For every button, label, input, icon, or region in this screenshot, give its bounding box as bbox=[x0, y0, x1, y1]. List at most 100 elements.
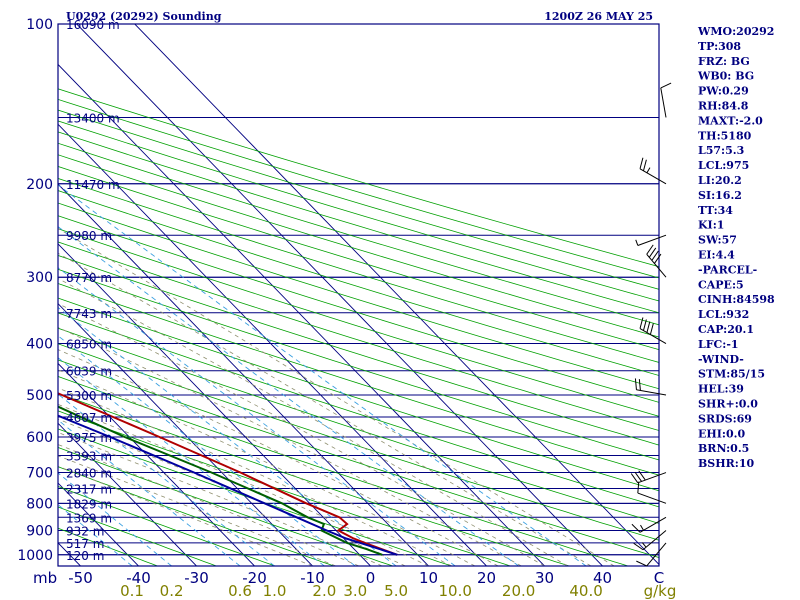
isotherm bbox=[58, 63, 545, 566]
wind-barb bbox=[636, 542, 667, 567]
pressure-tick-label: 800 bbox=[26, 496, 53, 512]
dry-adiabat bbox=[58, 131, 659, 314]
moist-adiabat bbox=[58, 278, 568, 566]
dry-adiabat bbox=[58, 255, 659, 446]
index-entry: SHR+:0.0 bbox=[698, 398, 758, 411]
wind-barbs bbox=[630, 82, 672, 567]
pressure-tick-label: 900 bbox=[26, 523, 53, 539]
index-entry: SI:16.2 bbox=[698, 189, 742, 202]
height-label: 6039 m bbox=[66, 365, 112, 379]
temperature-tick-label: 20 bbox=[477, 569, 496, 587]
index-entry: RH:84.8 bbox=[698, 100, 749, 113]
index-entry: CAPE:5 bbox=[698, 278, 744, 291]
mixing-ratio-line bbox=[58, 226, 519, 566]
mixing-ratio-line bbox=[58, 419, 241, 566]
pressure-tick-label: 1000 bbox=[17, 548, 53, 564]
height-label: 1829 m bbox=[66, 497, 112, 511]
sounding-traces bbox=[58, 392, 398, 556]
wind-barb bbox=[631, 516, 667, 533]
dry-adiabat bbox=[58, 312, 659, 508]
dry-adiabat bbox=[58, 241, 659, 431]
index-entry: CINH:84598 bbox=[698, 293, 775, 306]
dry-adiabat bbox=[58, 215, 659, 403]
height-label: 9980 m bbox=[66, 229, 112, 243]
height-label: 932 m bbox=[66, 524, 104, 538]
pressure-tick-label: 500 bbox=[26, 388, 53, 404]
wind-barb bbox=[639, 317, 667, 344]
index-entry: BRN:0.5 bbox=[698, 442, 749, 455]
mixing-ratio-line bbox=[58, 306, 397, 566]
dry-adiabat bbox=[58, 485, 276, 566]
height-label: 517 m bbox=[66, 537, 104, 551]
valid-time: 1200Z 26 MAY 25 bbox=[544, 10, 653, 23]
height-label: 8770 m bbox=[66, 271, 112, 285]
wind-barb bbox=[630, 470, 667, 484]
dry-adiabat bbox=[58, 506, 217, 566]
height-label: 4607 m bbox=[66, 411, 112, 425]
mixing-ratio-label: 0.2 bbox=[160, 582, 184, 600]
index-entry: BSHR:10 bbox=[698, 457, 754, 470]
index-entry: WMO:20292 bbox=[697, 25, 774, 38]
wind-barb bbox=[634, 378, 667, 396]
pressure-tick-label: 300 bbox=[26, 270, 53, 286]
moist-adiabat bbox=[58, 465, 313, 566]
mixing-ratio-label: 1.0 bbox=[263, 582, 287, 600]
height-label: 11470 m bbox=[66, 178, 120, 192]
wind-barb bbox=[635, 234, 667, 246]
index-entry: KI:1 bbox=[698, 219, 724, 232]
index-entry: TP:308 bbox=[698, 40, 741, 53]
mixing-ratio-line bbox=[58, 393, 275, 566]
index-entry: HEL:39 bbox=[698, 383, 744, 396]
height-label: 1369 m bbox=[66, 511, 112, 525]
index-entry: CAP:20.1 bbox=[698, 323, 754, 336]
mixing-ratio-label: 40.0 bbox=[569, 582, 602, 600]
pressure-tick-label: 400 bbox=[26, 337, 53, 353]
pressure-unit: mb bbox=[33, 569, 57, 587]
mixing-ratio-line bbox=[58, 267, 456, 566]
plot-frame bbox=[57, 23, 660, 567]
index-panel: WMO:20292 TP:308 FRZ: BG WB0: BG PW:0.29 RH:8… bbox=[697, 25, 775, 470]
index-entry: TT:34 bbox=[698, 204, 733, 217]
index-entry: EI:4.4 bbox=[698, 249, 735, 262]
pressure-tick-label: 700 bbox=[26, 466, 53, 482]
mixing-ratio-line bbox=[58, 335, 356, 566]
height-label: 13400 m bbox=[66, 111, 120, 125]
height-label: 3393 m bbox=[66, 449, 112, 463]
dry-adiabat bbox=[58, 327, 659, 524]
isotherm bbox=[134, 24, 659, 566]
index-entry: SRDS:69 bbox=[698, 412, 752, 425]
temperature-unit: C bbox=[654, 569, 664, 587]
index-entry: PW:0.29 bbox=[698, 85, 749, 98]
index-entry: WB0: BG bbox=[697, 70, 754, 83]
index-entry: LCL:975 bbox=[698, 159, 749, 172]
dry-adiabat bbox=[58, 154, 659, 338]
trace-temperature bbox=[58, 392, 398, 556]
temperature-tick-label: -20 bbox=[242, 569, 267, 587]
moist-adiabat bbox=[58, 303, 545, 566]
dry-adiabat bbox=[58, 228, 659, 417]
temperature-tick-label: 10 bbox=[419, 569, 438, 587]
temperature-tick-label: 40 bbox=[593, 569, 612, 587]
mixing-ratio-line bbox=[58, 357, 325, 566]
height-label: 16090 m bbox=[66, 18, 120, 32]
mixing-ratio-label: 3.0 bbox=[343, 582, 367, 600]
isotherm bbox=[58, 183, 429, 566]
moist-adiabat bbox=[58, 387, 452, 566]
index-entry: SW:57 bbox=[698, 234, 737, 247]
isotherm bbox=[58, 243, 371, 566]
dry-adiabat bbox=[58, 297, 659, 492]
height-label: 6850 m bbox=[66, 338, 112, 352]
wind-barb bbox=[639, 157, 667, 185]
index-entry: -WIND- bbox=[698, 353, 744, 366]
wind-barb bbox=[637, 481, 667, 504]
mixing-ratio-label: 10.0 bbox=[439, 582, 472, 600]
dry-adiabat bbox=[58, 283, 659, 476]
dry-adiabat bbox=[58, 376, 629, 566]
dry-adiabat bbox=[58, 190, 659, 376]
dry-adiabat bbox=[58, 268, 659, 461]
dry-adiabat bbox=[58, 466, 335, 566]
wind-barb bbox=[660, 82, 672, 118]
dry-adiabat bbox=[58, 98, 659, 279]
